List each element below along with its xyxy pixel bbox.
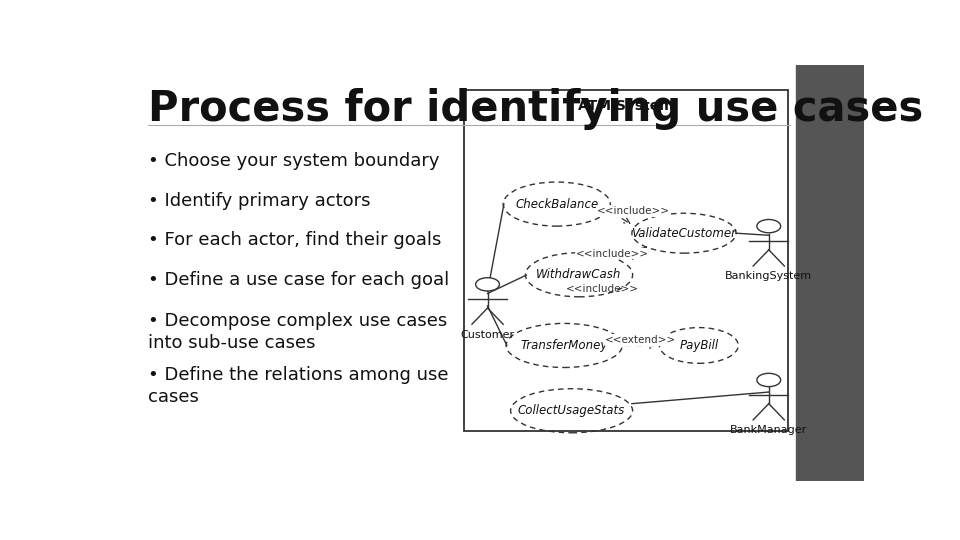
- Text: <<include>>: <<include>>: [565, 284, 638, 294]
- Text: ATM System: ATM System: [579, 99, 674, 113]
- Text: Process for identifying use cases: Process for identifying use cases: [148, 87, 924, 130]
- Text: <<include>>: <<include>>: [576, 248, 649, 259]
- Circle shape: [756, 219, 780, 233]
- Text: ValidateCustomer: ValidateCustomer: [632, 227, 736, 240]
- Bar: [465, 90, 788, 431]
- Text: BankingSystem: BankingSystem: [725, 272, 812, 281]
- Text: • Choose your system boundary: • Choose your system boundary: [148, 152, 440, 170]
- Text: <<include>>: <<include>>: [597, 206, 670, 216]
- Text: • Define the relations among use
cases: • Define the relations among use cases: [148, 366, 448, 407]
- Circle shape: [756, 373, 780, 387]
- Text: • Define a use case for each goal: • Define a use case for each goal: [148, 271, 449, 288]
- Circle shape: [475, 278, 499, 291]
- Text: TransferMoney: TransferMoney: [520, 339, 608, 352]
- Text: • Identify primary actors: • Identify primary actors: [148, 192, 371, 210]
- Text: • For each actor, find their goals: • For each actor, find their goals: [148, 231, 442, 249]
- Text: CollectUsageStats: CollectUsageStats: [518, 404, 625, 417]
- Bar: [796, 65, 864, 481]
- Text: Customer: Customer: [461, 329, 515, 340]
- Text: PayBill: PayBill: [680, 339, 718, 352]
- Text: CheckBalance: CheckBalance: [516, 198, 598, 211]
- Text: <<extend>>: <<extend>>: [605, 335, 677, 345]
- Text: • Decompose complex use cases
into sub-use cases: • Decompose complex use cases into sub-u…: [148, 312, 447, 353]
- Text: BankManager: BankManager: [731, 426, 807, 435]
- Text: WithdrawCash: WithdrawCash: [537, 268, 622, 281]
